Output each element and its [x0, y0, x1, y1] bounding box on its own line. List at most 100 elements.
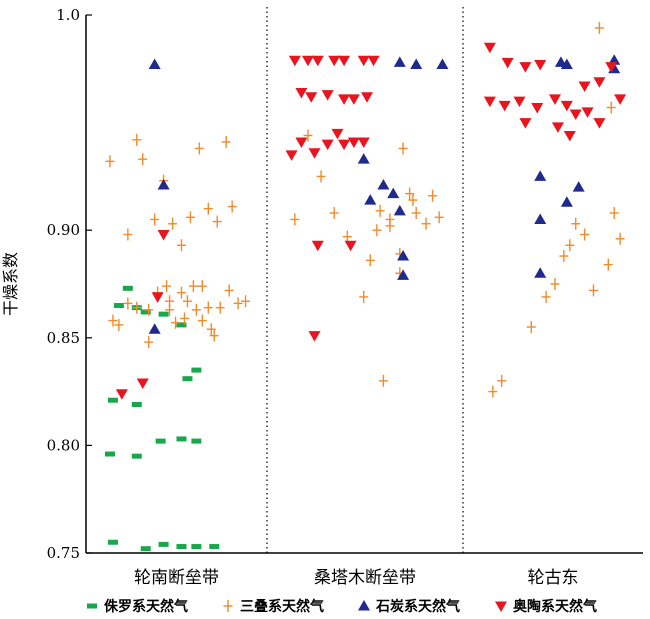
point-s2-45	[365, 254, 375, 267]
point-s1-11	[104, 451, 115, 457]
point-s3-21	[534, 267, 547, 278]
point-s2-68	[571, 217, 581, 230]
point-s2-31	[215, 301, 225, 314]
point-s4-19	[295, 137, 308, 148]
point-s2-39	[206, 323, 216, 336]
point-s2-18	[132, 301, 142, 314]
point-s1-21	[209, 544, 220, 550]
point-s1-16	[107, 539, 118, 545]
legend-label-2: 三叠系天然气	[240, 598, 324, 615]
point-s2-29	[203, 301, 213, 314]
point-s4-29	[483, 42, 496, 54]
y-axis-title: 干燥系数	[1, 252, 20, 316]
point-s4-17	[361, 92, 373, 103]
point-s4-46	[563, 131, 576, 142]
group-label-1: 轮南断垒带	[134, 568, 219, 588]
point-s2-25	[182, 295, 192, 308]
point-s3-6	[436, 58, 449, 69]
point-s3-10	[387, 187, 400, 199]
point-s2-63	[526, 321, 536, 334]
y-tick-label-1: 0.80	[47, 436, 80, 454]
point-s4-9	[338, 55, 351, 67]
point-s4-15	[338, 94, 351, 105]
point-s4-35	[513, 96, 526, 108]
point-s4-21	[321, 139, 334, 151]
point-s4-39	[569, 109, 582, 120]
point-s2-16	[114, 318, 124, 331]
point-s2-10	[194, 142, 204, 155]
series-2	[105, 21, 625, 398]
point-s2-34	[241, 295, 251, 308]
point-s2-30	[209, 329, 219, 342]
point-s1-10	[191, 367, 202, 373]
point-s2-58	[372, 224, 382, 237]
point-s2-2	[123, 228, 133, 241]
data-points	[104, 21, 627, 552]
point-s4-43	[614, 94, 627, 105]
legend: 侏罗系天然气 三叠系天然气 石炭系天然气 奥陶系天然气	[87, 598, 597, 615]
point-s2-52	[428, 189, 438, 202]
point-s2-1	[105, 155, 115, 168]
point-s4-7	[311, 55, 324, 67]
point-s4-23	[338, 139, 351, 151]
point-s1-15	[191, 438, 202, 444]
point-s4-3	[115, 389, 128, 400]
point-s2-3	[132, 133, 142, 146]
group-label-3: 轮古东	[528, 568, 579, 588]
point-s1-8	[131, 402, 142, 408]
point-s4-48	[578, 81, 591, 93]
series-4	[115, 42, 627, 400]
legend-label-3: 石炭系天然气	[375, 598, 460, 615]
point-s4-10	[357, 55, 370, 67]
point-s1-12	[131, 453, 142, 459]
point-s2-28	[197, 314, 207, 327]
group-labels: 轮南断垒带 桑塔木断垒带 轮古东	[134, 568, 579, 588]
point-s4-26	[311, 240, 324, 252]
point-s2-72	[603, 258, 613, 271]
point-s3-9	[377, 179, 390, 190]
point-s2-67	[565, 239, 575, 252]
point-s2-46	[375, 204, 385, 217]
point-s4-44	[519, 118, 532, 129]
point-s1-6	[176, 322, 187, 328]
point-s2-12	[212, 215, 222, 228]
point-s4-22	[331, 128, 344, 140]
point-s2-51	[421, 217, 431, 230]
point-s2-14	[227, 200, 237, 213]
point-s4-16	[347, 94, 360, 105]
legend-marker-2	[223, 600, 233, 612]
point-s2-59	[385, 213, 395, 226]
point-s4-2	[151, 292, 164, 303]
point-s4-36	[531, 103, 544, 114]
point-s2-8	[176, 239, 186, 252]
point-s4-41	[593, 118, 606, 129]
point-s3-13	[393, 204, 406, 216]
point-s4-25	[357, 137, 370, 148]
point-s2-21	[162, 280, 172, 293]
y-axis: 0.75 0.80 0.85 0.90 1.0	[47, 6, 92, 562]
plot-frame	[85, 7, 643, 554]
point-s4-5	[288, 55, 301, 67]
point-s2-42	[316, 170, 326, 183]
point-s4-30	[501, 57, 514, 69]
point-s2-27	[191, 303, 201, 316]
point-s2-7	[168, 217, 178, 230]
point-s3-2	[157, 179, 170, 190]
point-s3-3	[148, 323, 161, 334]
point-s2-64	[541, 290, 551, 303]
point-s4-28	[308, 331, 321, 342]
point-s2-65	[550, 278, 560, 290]
point-s2-70	[588, 284, 598, 297]
point-s1-5	[158, 311, 169, 317]
point-s2-69	[580, 228, 590, 241]
point-s1-9	[182, 376, 193, 382]
series-3	[148, 54, 621, 334]
point-s2-11	[203, 202, 213, 215]
y-tick-label-4: 1.0	[56, 6, 80, 24]
point-s4-32	[534, 59, 547, 71]
point-s2-62	[497, 374, 507, 387]
point-s1-17	[140, 546, 151, 552]
point-s2-9	[185, 211, 195, 224]
point-s4-40	[581, 107, 594, 118]
